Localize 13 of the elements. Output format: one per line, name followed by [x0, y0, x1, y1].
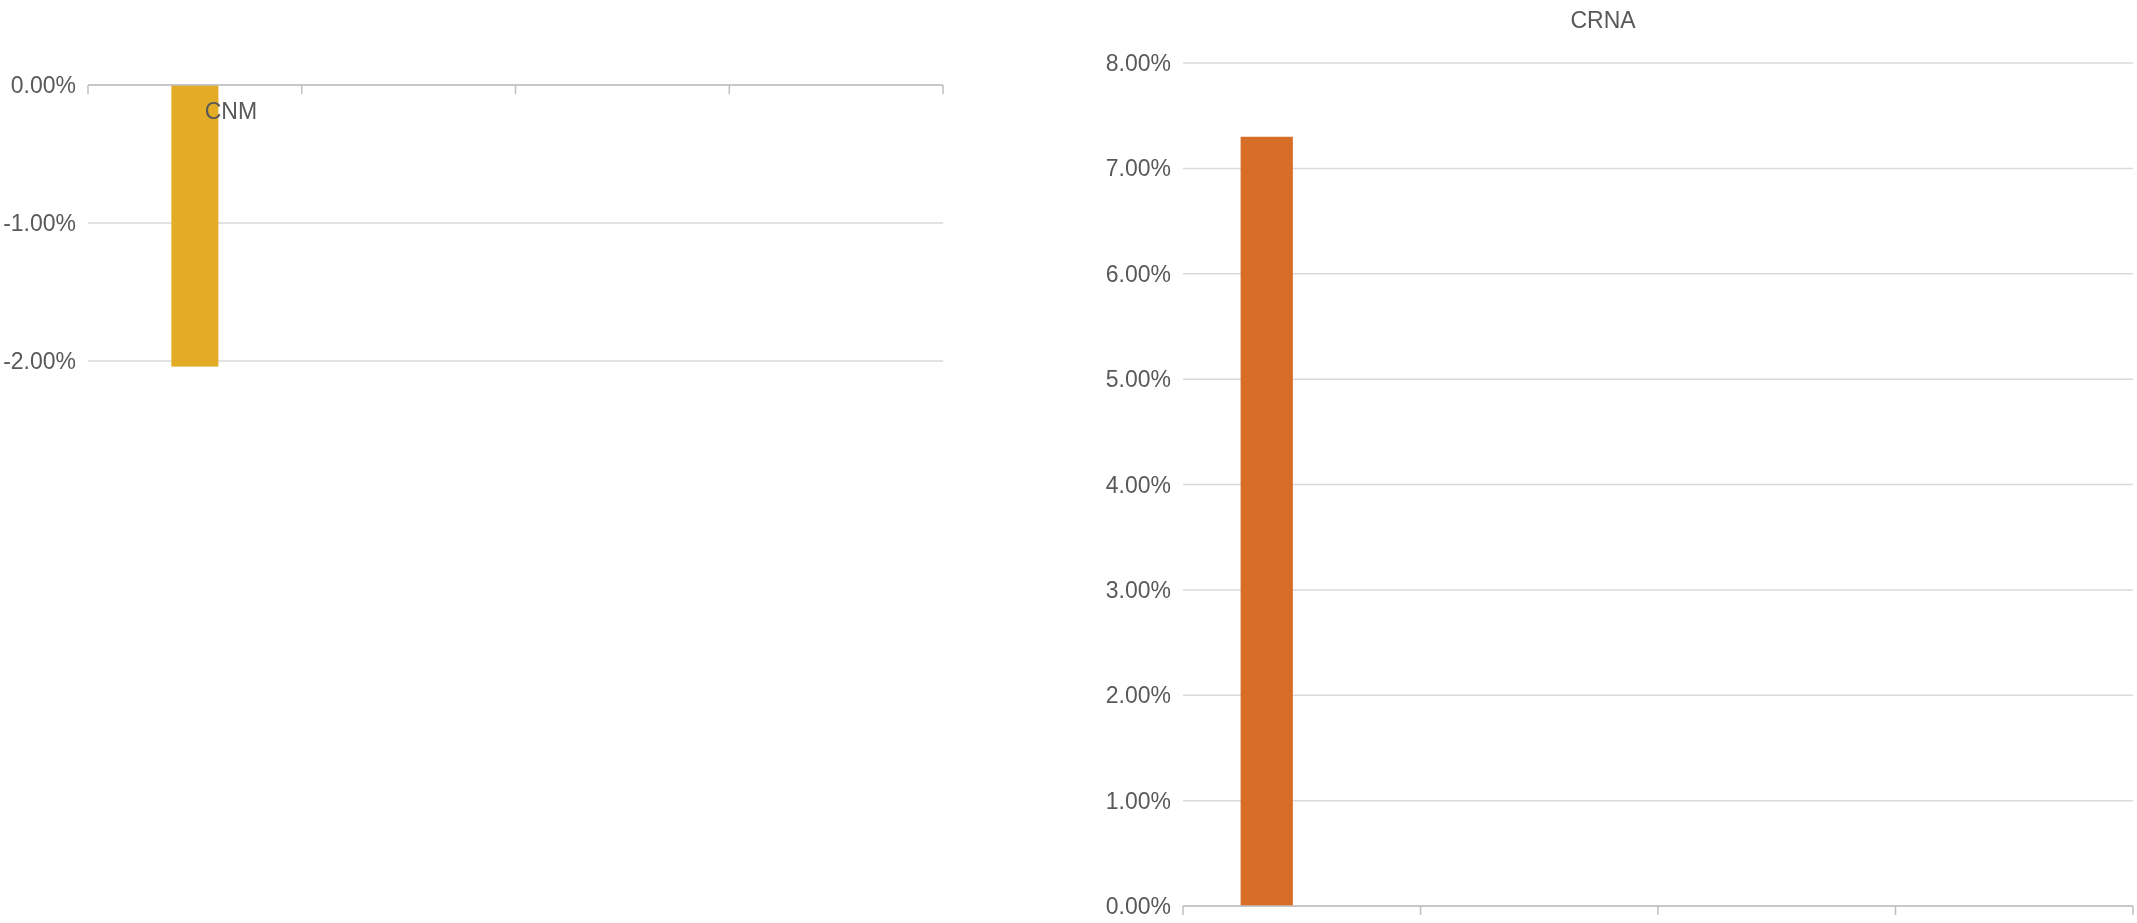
y-tick-label: 2.00%: [1105, 682, 1171, 709]
y-tick-label: 1.00%: [1105, 787, 1171, 814]
y-tick-label: 4.00%: [1105, 471, 1171, 498]
y-tick-label: 5.00%: [1105, 366, 1171, 393]
y-tick-label: 7.00%: [1105, 155, 1171, 182]
y-tick-label: 8.00%: [1105, 50, 1171, 77]
y-tick-label: -1.00%: [3, 210, 76, 237]
y-tick-label: 6.00%: [1105, 260, 1171, 287]
y-tick-label: 0.00%: [10, 72, 76, 99]
y-tick-label: -2.00%: [3, 348, 76, 375]
chart-title: CRNA: [1570, 7, 1637, 33]
y-tick-label: 0.00%: [1105, 893, 1171, 920]
y-tick-label: 3.00%: [1105, 576, 1171, 603]
